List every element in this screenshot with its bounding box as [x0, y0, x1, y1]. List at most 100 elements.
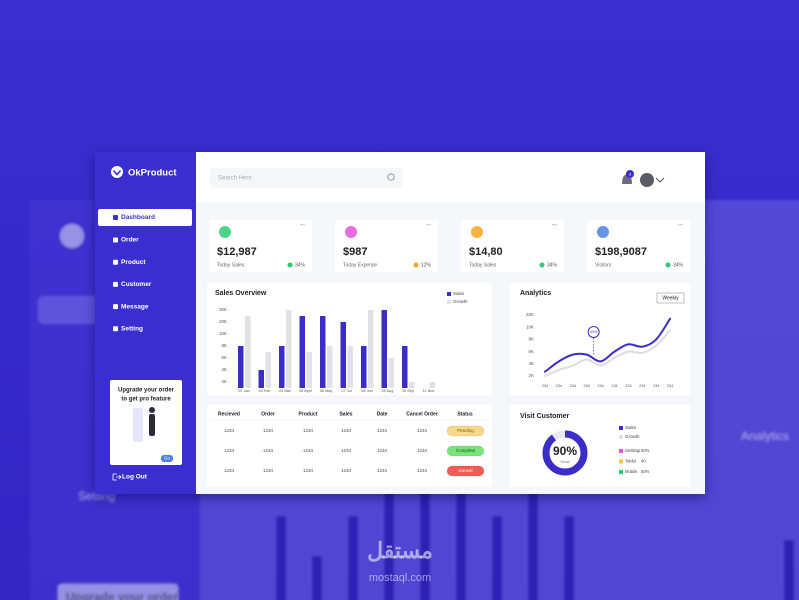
promo-button[interactable]	[161, 455, 173, 462]
more-dots: •••	[678, 222, 684, 228]
y-tick-label: 8K	[221, 343, 227, 348]
line-series	[544, 317, 672, 373]
bar	[279, 346, 285, 388]
tooltip-label: 40%	[590, 330, 597, 334]
device-value: 40	[641, 459, 646, 464]
card-title: Visit Customer	[520, 413, 570, 420]
table-cell: 1234	[224, 468, 235, 473]
promo-illustration	[133, 408, 143, 442]
table-header: Sales	[339, 411, 352, 417]
more-dots: •••	[552, 222, 558, 228]
menu-icon	[113, 237, 118, 243]
stat-icon	[219, 226, 231, 238]
stat-value: $14,80	[469, 246, 503, 258]
bar	[340, 322, 346, 388]
device-swatch	[619, 470, 623, 474]
menu-icon	[113, 326, 118, 332]
x-tick-label: 234	[597, 384, 603, 388]
watermark: مستقل mostaql.com	[367, 538, 433, 584]
y-tick-label: 2K	[221, 379, 227, 384]
active-menu[interactable]	[98, 209, 192, 226]
y-tick-label: 4K	[528, 361, 534, 366]
status-text: Pending	[457, 428, 474, 433]
menu-item[interactable]: Dashboard	[121, 214, 155, 221]
table-cell: 1234	[303, 468, 314, 473]
promo-button-text: Go	[164, 456, 171, 461]
bar	[265, 352, 271, 388]
more-dots: •••	[426, 222, 432, 228]
stat-card	[335, 220, 438, 272]
bar	[361, 346, 367, 388]
stat-label: Today Sales	[217, 262, 245, 268]
stat-icon	[345, 226, 357, 238]
legend-swatch	[619, 435, 623, 439]
x-tick-label: 04 Mar	[279, 389, 292, 393]
tooltip	[587, 326, 600, 338]
stat-change: 34%	[547, 262, 558, 268]
legend-label: Sales	[453, 291, 465, 296]
stat-change: 34%	[673, 262, 684, 268]
x-tick-label: 234	[584, 384, 590, 388]
x-tick-label: 234	[570, 384, 576, 388]
stat-label: Today Expense	[343, 262, 377, 268]
status-text: Cancel	[458, 468, 472, 473]
x-tick-label: 234	[667, 384, 673, 388]
bar	[409, 382, 415, 388]
x-tick-label: 03 Feb	[259, 389, 271, 393]
table-cell: 1234	[263, 448, 274, 453]
stat-label: Visitors	[595, 262, 612, 268]
device-value: 20%	[641, 448, 650, 453]
dropdown-label: Weekly	[662, 296, 679, 302]
bar	[245, 316, 251, 388]
status-text: Complete	[456, 448, 476, 453]
table-cell: 1234	[341, 428, 352, 433]
x-tick-label: 06 May	[320, 389, 333, 393]
menu-item[interactable]: Message	[121, 303, 149, 310]
bar	[347, 346, 353, 388]
dropdown[interactable]	[656, 292, 685, 304]
x-tick-label: 07 Jul	[341, 389, 351, 393]
logo	[111, 166, 123, 178]
menu-item[interactable]: Product	[121, 259, 146, 266]
table-header: Date	[377, 411, 388, 417]
stat-value: $198,9087	[595, 246, 647, 258]
menu-item[interactable]: Order	[121, 237, 139, 244]
device-name: Tablet	[625, 459, 637, 464]
bar	[258, 370, 264, 388]
y-tick-label: 4K	[221, 367, 227, 372]
device-swatch	[619, 459, 623, 464]
avatar[interactable]	[640, 173, 654, 187]
table-header: Order	[261, 411, 275, 417]
table-cell: 1234	[377, 428, 388, 433]
stat-card	[461, 220, 564, 272]
menu-item[interactable]: Setting	[121, 326, 143, 333]
table-card	[207, 405, 492, 487]
x-tick-label: 08 Jun	[361, 389, 372, 393]
logout[interactable]: Log Out	[122, 474, 148, 481]
stat-change: 12%	[421, 262, 432, 268]
table-cell: 1234	[377, 468, 388, 473]
notification-count: 3	[629, 171, 632, 176]
stat-change: 34%	[295, 262, 306, 268]
bar	[381, 310, 387, 388]
table-cell: 1234	[303, 448, 314, 453]
donut-arc	[542, 430, 588, 476]
status-pill	[446, 425, 485, 437]
table-cell: 1234	[341, 448, 352, 453]
change-badge	[413, 262, 419, 268]
change-badge	[287, 262, 293, 268]
menu-item[interactable]: Customer	[121, 281, 152, 288]
x-tick-label: 234	[611, 384, 617, 388]
x-tick-label: 234	[653, 384, 659, 388]
search-box[interactable]	[210, 168, 403, 188]
donut-label: Good	[560, 460, 569, 464]
status-pill	[446, 465, 485, 477]
search-icon	[387, 173, 395, 181]
legend-swatch	[447, 300, 451, 304]
table-cell: 1234	[377, 448, 388, 453]
x-tick-label: 02 Jan	[238, 389, 249, 393]
donut-value: 90%	[553, 444, 577, 458]
stat-label: Today Sales	[469, 262, 497, 268]
watermark-text: mostaql.com	[369, 572, 431, 584]
